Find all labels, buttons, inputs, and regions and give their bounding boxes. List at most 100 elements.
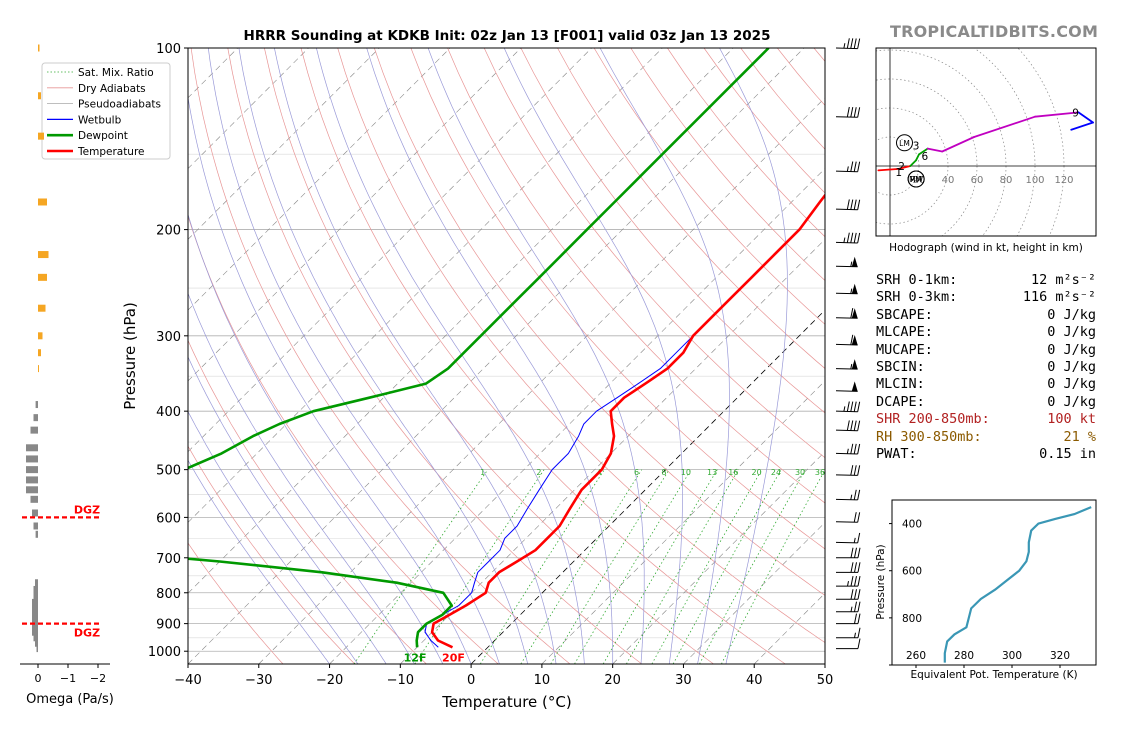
hodograph-marker-circle [896,134,913,152]
hodograph-marker-circle [907,170,925,188]
dry-adiabat-line [483,48,825,459]
wind-barb-staff [835,410,858,413]
wind-barb-full [850,308,854,319]
omega-bar [38,132,44,140]
theta-e-panel: 260 280 300 320 400 600 800 [889,506,1092,668]
wind-barb-full [854,601,857,612]
wind-barb-flag [851,359,858,370]
theta-e-x-axis-label: Equivalent Pot. Temperature (K) [910,669,1077,681]
mixing-ratio-label: 8 [661,468,666,477]
omega-x-tick-label: 0 [35,672,42,685]
dry-adiabat-line [557,48,825,369]
wind-barb-staff [835,521,858,523]
wind-barb-full [857,232,861,244]
parameter-row: MLCIN: 0 J/kg [876,376,1096,393]
y-tick-label: 900 [156,618,181,633]
wind-barb-full [846,420,850,431]
x-tick-label: −30 [245,673,272,688]
wind-barb [835,161,861,173]
parameter-label: SRH 0-3km: [876,289,958,306]
hodograph-ring-label: 80 [1000,175,1013,186]
wind-barb-full [853,38,857,49]
isotherm-line [683,522,825,664]
wind-barb-full [857,161,861,172]
wind-barb-full [850,576,854,587]
parameter-label: DCAPE: [876,393,925,410]
isotherm-line [470,309,825,664]
parameter-value: 21 % [1063,428,1096,445]
wind-barb-full [853,443,857,455]
wind-barb-full [850,420,854,431]
wind-barb-half [846,166,849,172]
wind-barb-half [850,288,853,294]
mixing-ratio-line [602,469,718,664]
omega-bar [32,628,38,636]
mixing-ratio-label: 30 [795,468,805,477]
wind-barb-half [853,537,856,543]
dgz-label: DGZ [74,503,100,516]
dry-adiabat-line [410,48,825,550]
omega-bar [35,401,38,409]
chart-title: HRRR Sounding at KDKB Init: 02z Jan 13 [… [244,28,771,44]
skewt-legend: Sat. Mix. Ratio Dry Adiabats Pseudoadiabat… [41,62,171,160]
parameter-label: SRH 0-1km: [876,272,958,288]
parameter-row: MUCAPE: 0 J/kg [876,342,1096,359]
y-tick-label: 600 [156,511,181,526]
mixing-ratio-label: 20 [752,468,762,477]
wind-barb-full [857,576,861,587]
hodograph-segment [926,147,944,153]
mixing-ratio-line [699,469,806,664]
parameter-value: 0 J/kg [1047,306,1096,323]
wind-barb-full [853,107,857,118]
wind-barb [835,38,861,50]
parameter-row: MLCAPE: 0 J/kg [876,324,1096,341]
wind-barb-flag [851,381,858,392]
isotherm-line [188,48,734,594]
wind-barb-full [850,334,854,345]
wind-barb-full [857,512,861,523]
legend-label: Wetbulb [78,114,122,126]
mixing-ratio-label: 1 [480,468,485,477]
theta-e-x-tick-label: 320 [1050,650,1070,662]
isotherm-line [188,48,309,169]
mixing-ratio-label: 24 [771,468,781,477]
hodograph-height-label: 2 [898,161,905,173]
wind-barb-full [857,532,861,544]
y-tick-label: 1000 [148,645,181,660]
wind-barb-full [857,489,861,500]
parameter-row: SBCIN: 0 J/kg [876,359,1096,376]
wind-barb-full [850,401,854,412]
omega-bar [36,645,38,653]
pseudoadiabat-line [316,48,585,664]
omega-bar [32,598,38,606]
pseudoadiabat-line [207,48,500,664]
parameter-label: PWAT: [876,446,917,463]
parameter-label: MUCAPE: [876,341,933,358]
y-tick-label: 300 [156,330,181,345]
wind-barb-full [854,576,857,587]
wind-barb [836,589,861,600]
dry-adiabat-line [188,214,499,664]
wind-barb-staff [835,429,858,432]
omega-bar [38,251,49,259]
theta-e-x-tick-label: 260 [906,650,926,662]
mixing-ratio-line [479,469,605,664]
wind-barb-full [853,161,857,172]
pseudoadiabat-line [188,95,472,664]
wind-barb-full [846,199,850,210]
y-tick-label: 100 [156,42,181,57]
x-tick-label: 30 [675,673,692,688]
wind-barb-staff [835,116,858,118]
mixing-ratio-label: 16 [728,468,738,477]
wind-barb-staff [835,208,858,211]
wind-barb-full [857,547,861,558]
hodograph-marker-label: MW [909,175,923,184]
hodograph-segment [1070,121,1094,131]
mixing-ratio-line [574,469,692,664]
wind-barb-half [854,632,856,638]
skewt-x-axis-label: Temperature (°C) [441,693,571,711]
parameter-value: 0 J/kg [1047,376,1096,393]
wind-barb [835,420,861,432]
